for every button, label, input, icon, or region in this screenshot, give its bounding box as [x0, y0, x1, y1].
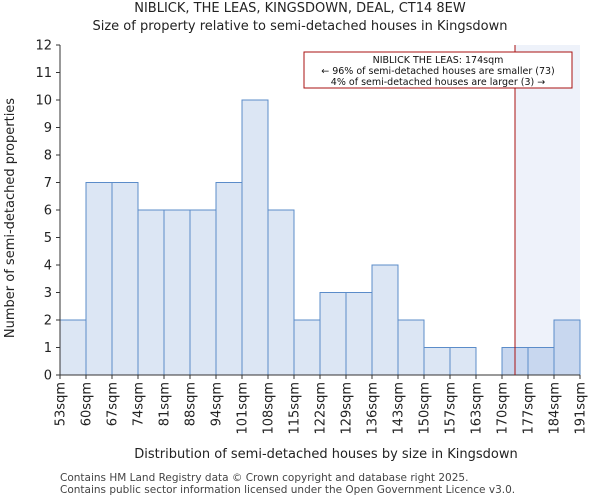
bar-67sqm: [111, 182, 139, 376]
x-tick-label: 67sqm: [106, 382, 121, 426]
bar-94sqm: [215, 182, 243, 376]
bar-115sqm: [293, 319, 321, 376]
y-tick-label: 2: [44, 314, 52, 329]
x-tick-label: 115sqm: [288, 382, 303, 435]
y-tick-label: 11: [35, 66, 52, 81]
x-tick-label: 108sqm: [262, 382, 277, 435]
x-tick-label: 170sqm: [496, 382, 511, 435]
y-tick-label: 6: [44, 204, 52, 219]
y-tick-label: 5: [44, 231, 52, 246]
x-tick-label: 191sqm: [574, 382, 589, 435]
x-tick-label: 136sqm: [366, 382, 381, 435]
x-tick-label: 88sqm: [184, 382, 199, 426]
bar-129sqm: [345, 292, 373, 376]
bar-150sqm: [423, 347, 451, 376]
x-tick-label: 94sqm: [210, 382, 225, 426]
y-tick-label: 4: [44, 259, 52, 274]
x-tick-label: 184sqm: [548, 382, 563, 435]
x-tick-label: 129sqm: [340, 382, 355, 435]
x-tick-label: 163sqm: [470, 382, 485, 435]
bar-157sqm: [449, 347, 477, 376]
x-tick-label: 74sqm: [132, 382, 147, 426]
x-tick-label: 177sqm: [522, 382, 537, 435]
bar-53sqm: [59, 319, 87, 376]
y-tick-label: 8: [44, 149, 52, 164]
bar-136sqm: [371, 264, 399, 376]
chart-subtitle: Size of property relative to semi-detach…: [92, 19, 508, 34]
bar-108sqm: [267, 209, 295, 376]
y-tick-label: 10: [35, 94, 52, 109]
footer-line-1: Contains HM Land Registry data © Crown c…: [60, 472, 469, 484]
x-tick-label: 150sqm: [418, 382, 433, 435]
x-tick-label: 101sqm: [236, 382, 251, 435]
y-tick-label: 7: [44, 176, 52, 191]
footer-line-2: Contains public sector information licen…: [60, 484, 516, 496]
y-tick-label: 0: [44, 369, 52, 384]
x-tick-label: 157sqm: [444, 382, 459, 435]
annotation-line-1: NIBLICK THE LEAS: 174sqm: [373, 55, 504, 66]
y-tick-label: 12: [35, 39, 52, 54]
bar-184sqm: [553, 319, 581, 376]
y-axis-label: Number of semi-detached properties: [3, 98, 18, 338]
x-tick-label: 81sqm: [158, 382, 173, 426]
x-axis-label: Distribution of semi-detached houses by …: [134, 447, 517, 462]
y-tick-label: 1: [44, 341, 52, 356]
x-tick-label: 122sqm: [314, 382, 329, 435]
bar-143sqm: [397, 319, 425, 376]
bar-60sqm: [85, 182, 113, 376]
x-tick-label: 143sqm: [392, 382, 407, 435]
chart-title: NIBLICK, THE LEAS, KINGSDOWN, DEAL, CT14…: [134, 1, 466, 16]
bar-122sqm: [319, 292, 347, 376]
annotation-line-2: ← 96% of semi-detached houses are smalle…: [321, 66, 555, 77]
x-tick-label: 60sqm: [80, 382, 95, 426]
x-tick-label: 53sqm: [54, 382, 69, 426]
annotation-box: [303, 51, 573, 89]
y-tick-label: 3: [44, 286, 52, 301]
bar-74sqm: [137, 209, 165, 376]
y-tick-label: 9: [44, 121, 52, 136]
bar-88sqm: [189, 209, 217, 376]
bar-81sqm: [163, 209, 191, 376]
annotation-line-3: 4% of semi-detached houses are larger (3…: [331, 77, 545, 88]
bar-177sqm: [527, 347, 555, 376]
bar-101sqm: [241, 99, 269, 376]
